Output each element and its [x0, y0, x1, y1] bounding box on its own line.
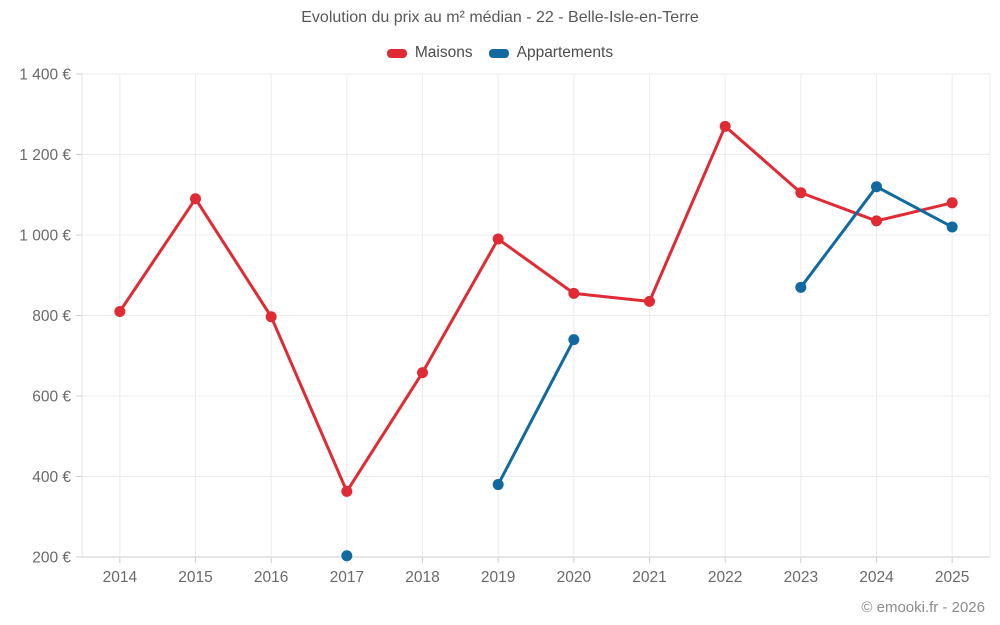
x-axis-label: 2018	[405, 569, 439, 586]
y-axis-label: 800 €	[32, 308, 71, 325]
legend-item-maisons: Maisons	[386, 44, 473, 62]
y-axis-label: 1 200 €	[19, 147, 71, 164]
series-line-maisons	[118, 124, 953, 493]
data-point-maisons	[644, 295, 655, 307]
legend: Maisons Appartements	[0, 44, 1000, 62]
y-axis-label: 400 €	[32, 469, 71, 486]
legend-item-appartements: Appartements	[488, 44, 614, 62]
data-point-maisons	[946, 197, 958, 209]
data-point-maisons	[417, 367, 428, 379]
data-point-maisons	[190, 193, 201, 205]
appartements-swatch-icon	[488, 48, 509, 58]
data-point-maisons	[568, 287, 580, 299]
watermark: © emooki.fr - 2026	[861, 599, 985, 616]
maisons-swatch-icon	[386, 48, 407, 58]
chart-title: Evolution du prix au m² médian - 22 - Be…	[301, 9, 699, 26]
x-axis-label: 2014	[103, 569, 138, 586]
x-axis-label: 2017	[330, 569, 364, 586]
x-axis-label: 2019	[481, 569, 515, 586]
series-line-appartements	[496, 338, 576, 486]
x-axis-label: 2016	[254, 569, 288, 586]
data-point-maisons	[871, 215, 882, 227]
data-point-maisons	[114, 305, 126, 317]
y-axis-label: 600 €	[32, 389, 71, 406]
y-axis-label: 1 000 €	[19, 228, 71, 245]
x-axis-label: 2021	[632, 569, 666, 586]
data-point-appartements	[946, 221, 958, 233]
data-point-appartements	[568, 334, 580, 346]
legend-label-maisons: Maisons	[414, 44, 473, 61]
data-point-maisons	[795, 187, 807, 199]
x-axis-label: 2025	[935, 569, 969, 586]
data-point-maisons	[719, 120, 731, 132]
x-axis-label: 2024	[859, 569, 894, 586]
x-axis-label: 2015	[178, 569, 212, 586]
data-point-maisons	[341, 485, 353, 497]
data-point-appartements	[341, 550, 353, 562]
data-point-appartements	[795, 281, 807, 293]
legend-label-appartements: Appartements	[516, 44, 614, 61]
data-point-appartements	[871, 181, 882, 193]
data-point-appartements	[492, 479, 504, 491]
y-axis-label: 200 €	[32, 550, 71, 567]
x-axis-label: 2022	[708, 569, 742, 586]
data-point-maisons	[492, 233, 504, 245]
x-axis-label: 2023	[784, 569, 818, 586]
data-point-maisons	[265, 311, 277, 323]
x-axis-label: 2020	[557, 569, 592, 586]
y-axis-label: 1 400 €	[19, 67, 71, 84]
